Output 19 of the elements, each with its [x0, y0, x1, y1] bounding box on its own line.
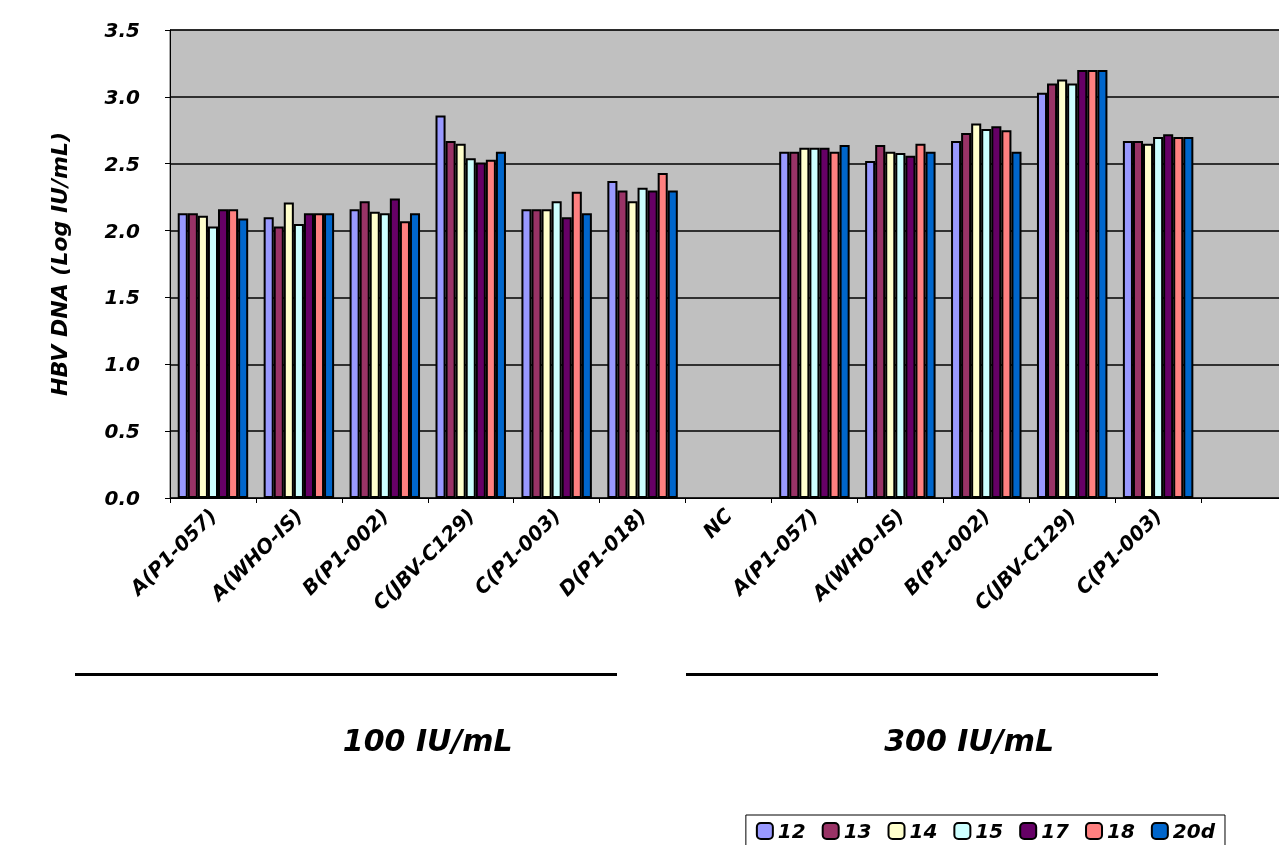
y-tick-label: 2.0 [104, 218, 141, 243]
y-tick-label: 2.5 [104, 151, 140, 176]
legend-label: 15 [975, 819, 1004, 843]
y-tick-label: 0.0 [104, 486, 141, 510]
legend-label: 13 [843, 819, 872, 843]
legend-label: 18 [1107, 819, 1135, 843]
y-tick-label: 3.5 [104, 18, 140, 42]
legend-label: 20d [1172, 819, 1216, 843]
legend-label: 17 [1041, 819, 1070, 843]
y-tick-label: 0.5 [104, 419, 140, 444]
legend-label: 12 [777, 819, 806, 843]
y-tick-label: 1.0 [104, 352, 141, 377]
y-tick-label: 3.0 [104, 84, 141, 109]
text: 300 IU/mL [884, 722, 1055, 758]
x-tick-label: NC [697, 503, 738, 543]
y-tick-label: 1.5 [104, 285, 140, 310]
legend-label: 14 [909, 819, 938, 843]
y-axis-title: HBV DNA (Log IU/mL) [46, 131, 72, 397]
text: 100 IU/mL [342, 722, 513, 758]
